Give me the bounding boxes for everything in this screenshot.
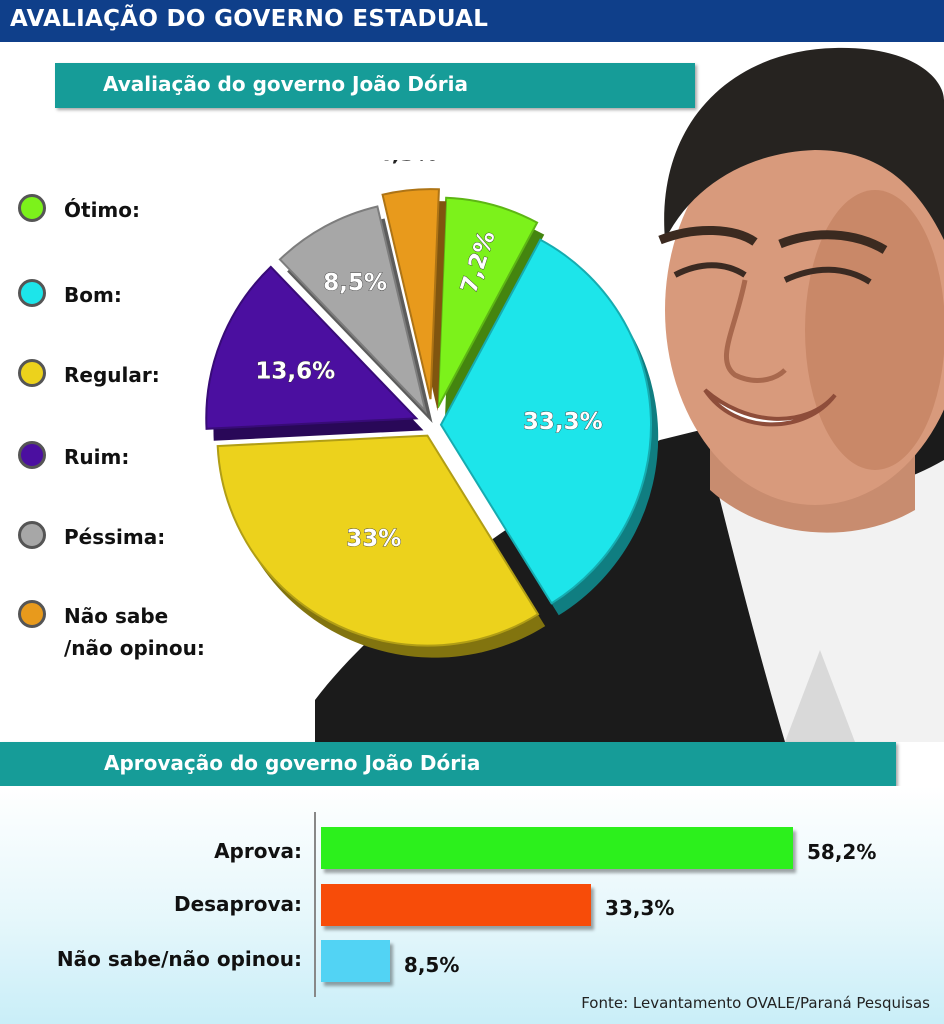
pie-chart: 7,2%33,3%33%13,6%8,5%4,3% (205, 160, 659, 658)
bar-value-label: 58,2% (807, 840, 877, 864)
pie-label-bom: 33,3% (523, 409, 603, 435)
bar-desaprova (321, 884, 592, 926)
page-title: AVALIAÇÃO DO GOVERNO ESTADUAL (10, 6, 489, 32)
bar-axis (314, 812, 316, 997)
bar-category-label: Não sabe/não opinou: (56, 947, 302, 971)
legend-label: Regular: (64, 363, 160, 387)
legend-label: Ótimo: (64, 198, 140, 222)
legend-label-line2: /não opinou: (64, 636, 205, 660)
source-note: Fonte: Levantamento OVALE/Paraná Pesquis… (581, 994, 930, 1012)
pie-slice-ruim (205, 265, 419, 430)
pie-label-regular: 33% (346, 526, 401, 552)
pie-label-nao-sabe: 4,3% (376, 160, 437, 166)
legend-label-line1: Não sabe (64, 604, 169, 628)
bar-aprova (321, 827, 793, 869)
bar-section-header: Aprovação do governo João Dória (0, 742, 896, 786)
legend-label: Ruim: (64, 445, 130, 469)
legend-label: Bom: (64, 283, 122, 307)
bar-value-label: 8,5% (403, 953, 460, 977)
legend-swatch-ruim (18, 441, 46, 469)
pie-slice-otimo (436, 196, 539, 409)
pie-label-pessima: 8,5% (323, 270, 387, 296)
pie-label-ruim: 13,6% (255, 358, 335, 384)
bar-section-title: Aprovação do governo João Dória (104, 751, 481, 775)
pie-slice-bom (439, 238, 652, 605)
pie-section-header: Avaliação do governo João Dória (55, 63, 695, 108)
legend-label: Péssima: (64, 525, 166, 549)
legend-swatch-pessima (18, 521, 46, 549)
legend-swatch-otimo (18, 194, 46, 222)
header-bar: AVALIAÇÃO DO GOVERNO ESTADUAL (0, 0, 944, 42)
bar-nao-sabe (321, 940, 390, 982)
bar-category-label: Aprova: (214, 839, 302, 863)
legend-swatch-bom (18, 279, 46, 307)
bar-value-label: 33,3% (605, 896, 675, 920)
bar-category-label: Desaprova: (173, 892, 302, 916)
pie-section-title: Avaliação do governo João Dória (103, 72, 468, 96)
pie-slice-pessima (278, 205, 428, 415)
pie-slice-regular (216, 434, 540, 647)
pie-slice-nao-sabe (381, 188, 440, 400)
legend-swatch-nao-sabe (18, 600, 46, 628)
legend-swatch-regular (18, 359, 46, 387)
